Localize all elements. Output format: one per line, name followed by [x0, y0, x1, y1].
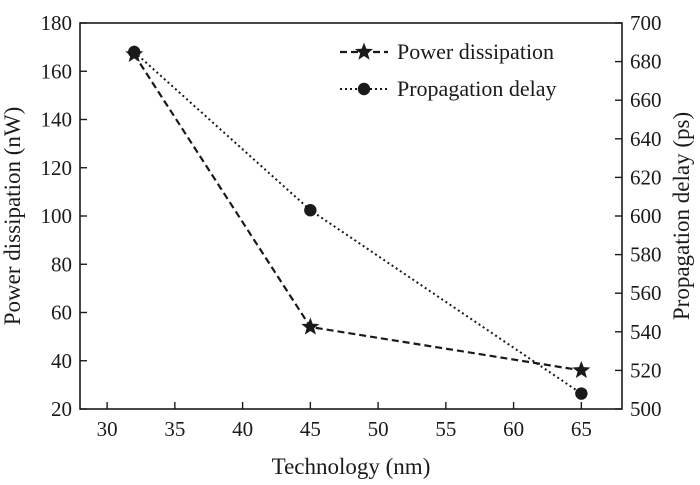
legend-label: Propagation delay [397, 76, 556, 101]
left-y-axis: 20 40 60 80 100 120 140 160 180 [41, 11, 87, 421]
x-tick-label: 35 [164, 417, 185, 441]
series-layer [125, 44, 591, 400]
left-y-tick-label: 60 [51, 301, 72, 325]
right-y-axis: 500 520 540 560 580 600 620 640 660 680 700 [615, 11, 662, 421]
legend-label: Power dissipation [397, 39, 554, 64]
data-point-star [301, 317, 320, 335]
right-y-tick-label: 700 [630, 11, 662, 35]
x-tick-label: 60 [503, 417, 524, 441]
x-tick-label: 50 [368, 417, 389, 441]
right-y-tick-label: 580 [630, 243, 662, 267]
legend: Power dissipation Propagation delay [340, 39, 556, 101]
series-line [133, 53, 582, 372]
legend-item: Power dissipation [340, 39, 554, 64]
x-axis: 30 35 40 45 50 55 60 65 [97, 402, 592, 441]
legend-item: Propagation delay [340, 76, 556, 101]
left-y-tick-label: 160 [41, 59, 73, 83]
right-y-tick-label: 620 [630, 165, 662, 189]
right-y-tick-label: 660 [630, 88, 662, 112]
data-point-circle [304, 204, 317, 217]
legend-circle-marker [357, 82, 371, 96]
series-propagation-delay [128, 45, 588, 400]
right-y-tick-label: 600 [630, 204, 662, 228]
series-line [133, 51, 582, 395]
left-y-tick-label: 80 [51, 252, 72, 276]
x-axis-title: Technology (nm) [272, 454, 431, 479]
left-y-tick-label: 180 [41, 11, 73, 35]
right-y-axis-title: Propagation delay (ps) [669, 112, 694, 320]
left-y-tick-label: 140 [41, 108, 73, 132]
left-y-tick-label: 40 [51, 349, 72, 373]
left-y-axis-title: Power dissipation (nW) [0, 107, 25, 325]
right-y-tick-label: 560 [630, 281, 662, 305]
right-y-tick-label: 520 [630, 358, 662, 382]
data-point-star [572, 360, 591, 379]
right-y-tick-label: 500 [630, 397, 662, 421]
x-tick-label: 30 [97, 417, 118, 441]
left-y-tick-label: 100 [41, 204, 73, 228]
left-y-tick-label: 120 [41, 156, 73, 180]
x-tick-label: 55 [435, 417, 456, 441]
x-tick-label: 40 [232, 417, 253, 441]
data-point-circle [128, 45, 141, 59]
left-y-tick-label: 20 [51, 397, 72, 421]
right-y-tick-label: 640 [630, 127, 662, 151]
legend-star-marker [354, 42, 374, 60]
x-tick-label: 65 [571, 417, 592, 441]
right-y-tick-label: 540 [630, 320, 662, 344]
data-point-circle [575, 387, 588, 400]
right-y-tick-label: 680 [630, 50, 662, 74]
x-tick-label: 45 [300, 417, 321, 441]
